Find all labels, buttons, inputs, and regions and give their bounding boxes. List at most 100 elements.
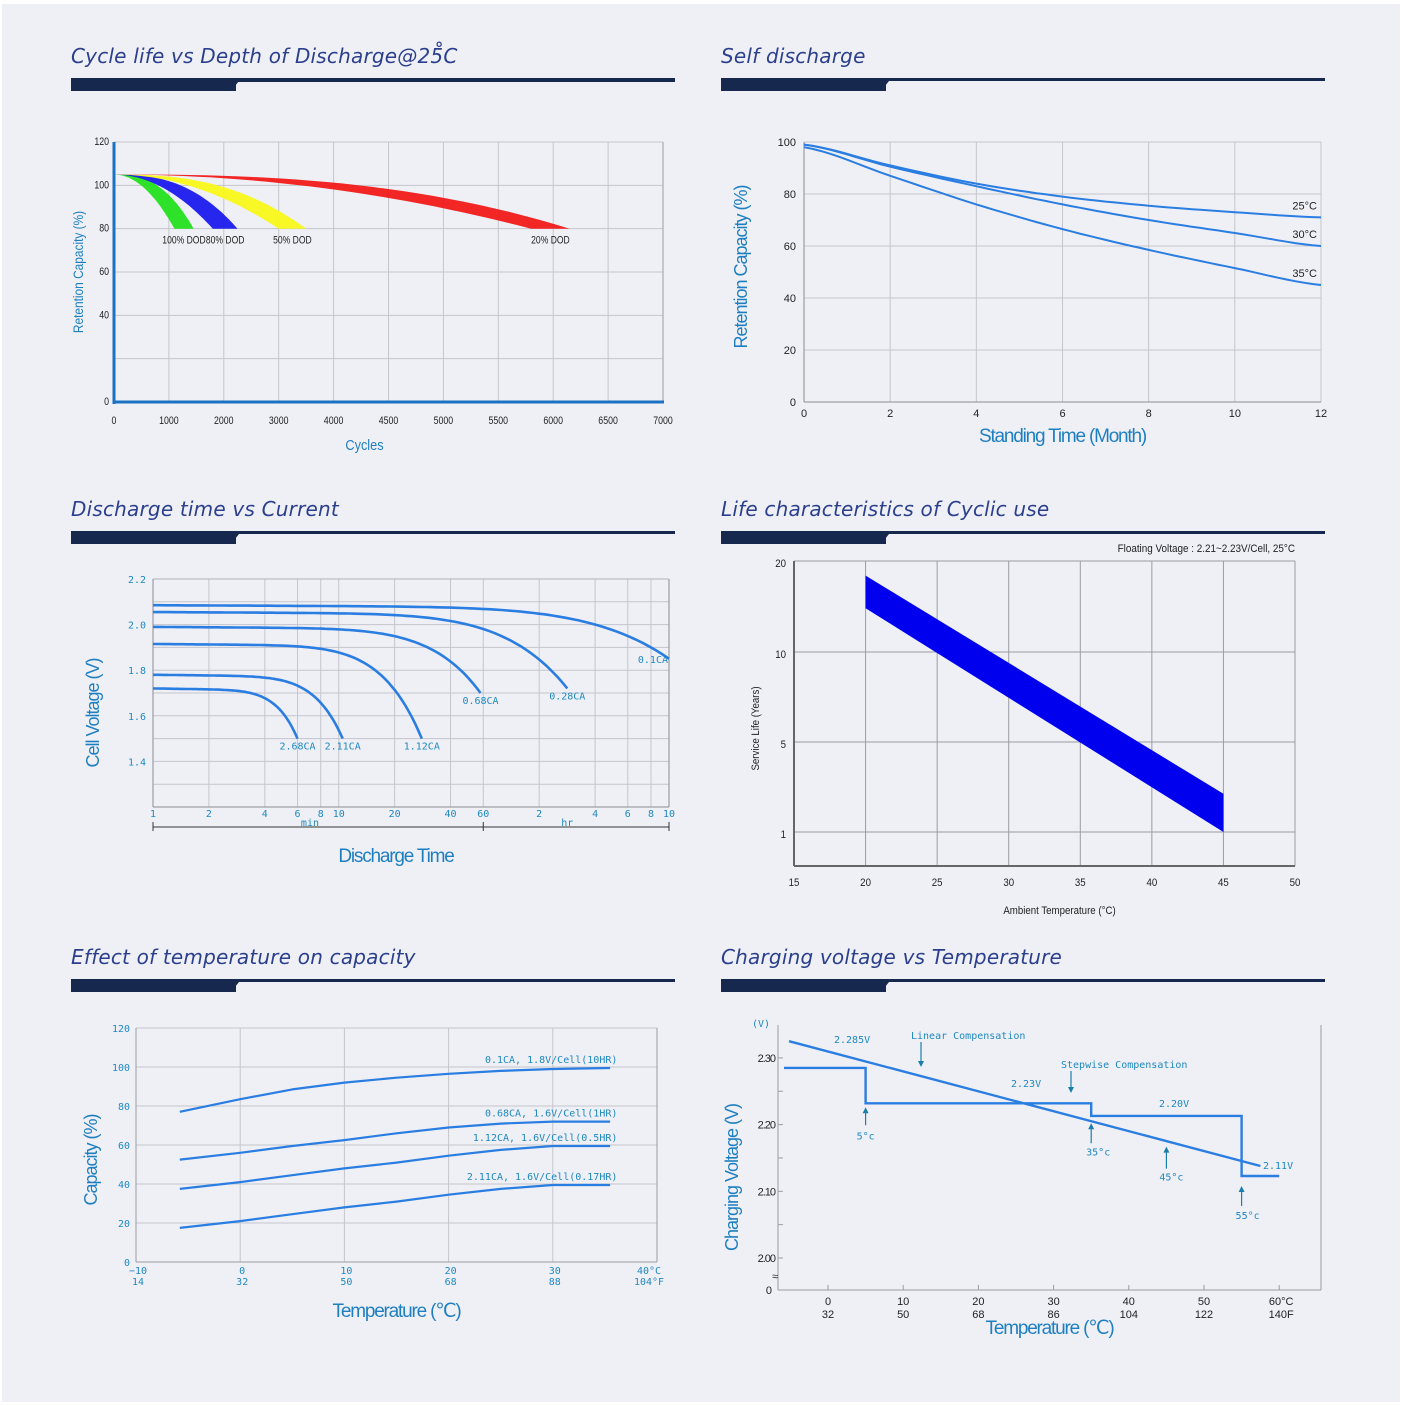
y-tick-label: 100 bbox=[778, 137, 796, 149]
x-tick-label: 6000 bbox=[543, 415, 563, 427]
x-tick-label: 1000 bbox=[159, 415, 179, 427]
x-tick-label: 60 bbox=[477, 809, 489, 820]
y-tick-label: 2.30 bbox=[758, 1053, 776, 1065]
x-tick-label: 10 bbox=[663, 809, 675, 820]
series-label: 1.12CA, 1.6V/Cell(0.5HR) bbox=[473, 1133, 618, 1144]
y-tick-label: 60 bbox=[784, 241, 796, 253]
y-axis-label: Cell Voltage (V) bbox=[83, 658, 103, 767]
y-tick-label: 100 bbox=[94, 179, 109, 191]
title-underline bbox=[721, 979, 1325, 992]
temperature-marker-label: 35°c bbox=[1086, 1147, 1110, 1158]
x-axis-label: Standing Time (Month) bbox=[979, 426, 1147, 447]
x-tick-label: 2 bbox=[536, 809, 542, 820]
x-tick-label-f: 14 bbox=[132, 1277, 144, 1288]
x-tick-label: 10 bbox=[1229, 408, 1241, 420]
arrow-icon-head bbox=[918, 1061, 924, 1067]
y-tick-label: 80 bbox=[118, 1102, 130, 1113]
x-tick-label: 30 bbox=[1003, 878, 1014, 890]
y-tick-label: 2.0 bbox=[128, 621, 146, 632]
chart-discharge-time: 1 2 4 6 8 10 20 40 60 2 4 6 8 10 min hr 1.4 1.6 1.8 2.0 2.2 0… bbox=[83, 575, 675, 867]
chart-temp-capacity: −10 0 10 20 30 40°C14 32 50 68 88 104°F02040608010… bbox=[81, 1024, 664, 1322]
linear-compensation-label: Linear Compensation bbox=[911, 1031, 1025, 1042]
x-tick-label: 20 bbox=[860, 878, 871, 890]
x-tick-label: 50 bbox=[1290, 878, 1301, 890]
series-label: 2.11CA bbox=[325, 742, 361, 753]
y-tick-label: 1.8 bbox=[128, 666, 146, 677]
series-label: 35°C bbox=[1292, 268, 1317, 280]
panel-title: Cycle life vs Depth of Discharge@25̊C bbox=[71, 44, 458, 68]
x-tick-label-c: 60°C bbox=[1269, 1296, 1294, 1308]
x-tick-label: 5500 bbox=[489, 415, 509, 427]
y-tick-label: 40 bbox=[784, 293, 796, 305]
x-tick-label: 8 bbox=[318, 809, 324, 820]
y-axis-label: Capacity (%) bbox=[81, 1114, 101, 1205]
y-tick-label: 2.00 bbox=[758, 1253, 776, 1265]
y-unit-label: (V) bbox=[752, 1019, 770, 1030]
x-tick-label-f: 122 bbox=[1195, 1309, 1213, 1321]
y-tick-label: 2.10 bbox=[758, 1186, 776, 1198]
linear-compensation-line bbox=[788, 1040, 1261, 1168]
page-background: Cycle life vs Depth of Discharge@25̊C 0 1… bbox=[2, 4, 1400, 1402]
voltage-label: 2.11V bbox=[1263, 1161, 1293, 1172]
x-tick-label: 35 bbox=[1075, 878, 1086, 890]
y-tick-label: 10 bbox=[775, 650, 786, 662]
y-tick-label: 1.4 bbox=[128, 757, 146, 768]
x-tick-label: 8 bbox=[648, 809, 654, 820]
y-tick-label: 20 bbox=[775, 559, 786, 571]
x-tick-label: 2 bbox=[206, 809, 212, 820]
x-tick-label: 25 bbox=[932, 878, 943, 890]
x-tick-label-c: 0 bbox=[825, 1296, 831, 1308]
series-line-30 bbox=[803, 143, 1322, 247]
y-tick-label: 20 bbox=[118, 1219, 130, 1230]
title-underline bbox=[721, 78, 1325, 91]
x-tick-label: 6 bbox=[1059, 408, 1065, 420]
x-axis-label: Temperature (℃) bbox=[333, 1301, 462, 1322]
y-tick-label: 2.2 bbox=[128, 575, 146, 586]
x-tick-label-f: 140F bbox=[1269, 1309, 1294, 1321]
panel-charging-voltage: Charging voltage vs Temperature 2.00 2.10… bbox=[721, 945, 1327, 1365]
y-tick-label: 1 bbox=[781, 830, 787, 842]
stepwise-compensation-label: Stepwise Compensation bbox=[1061, 1060, 1187, 1071]
y-axis-label: Retention Capacity (%) bbox=[70, 211, 86, 333]
x-tick-label-f: 68 bbox=[972, 1309, 984, 1321]
range-label-min: min bbox=[301, 818, 319, 829]
series-line bbox=[152, 687, 299, 740]
series-line-25 bbox=[803, 143, 1322, 219]
voltage-label: 2.285V bbox=[834, 1035, 870, 1046]
x-tick-label: 4 bbox=[592, 809, 598, 820]
y-tick-label: 120 bbox=[112, 1024, 130, 1035]
x-tick-label-f: 86 bbox=[1047, 1309, 1059, 1321]
y-tick-label: 40 bbox=[118, 1180, 130, 1191]
x-tick-label-c: 10 bbox=[897, 1296, 909, 1308]
title-underline bbox=[721, 531, 1325, 544]
x-tick-label-f: 50 bbox=[340, 1277, 352, 1288]
x-tick-label: 8 bbox=[1146, 408, 1152, 420]
series-label: 0.68CA bbox=[462, 696, 498, 707]
arrow-icon-head bbox=[1238, 1185, 1245, 1192]
series-label: 0.68CA, 1.6V/Cell(1HR) bbox=[485, 1109, 617, 1120]
y-tick-label: 20 bbox=[784, 345, 796, 357]
x-tick-label-c: 30 bbox=[1047, 1296, 1059, 1308]
chart-self-discharge: 0 2 4 6 8 10 12 0 20 40 60 80 100 25°C 30°C 35°C Standin… bbox=[731, 137, 1327, 447]
panel-cycle-life: Cycle life vs Depth of Discharge@25̊C 0 1… bbox=[70, 44, 677, 464]
title-underline bbox=[71, 979, 675, 992]
title-underline bbox=[71, 78, 675, 91]
x-tick-label: 45 bbox=[1218, 878, 1229, 890]
x-axis-label: Ambient Temperature (°C) bbox=[1003, 906, 1115, 918]
series-label: 0.1CA bbox=[638, 655, 668, 666]
series-line bbox=[153, 673, 344, 740]
panel-self-discharge: Self discharge 0 2 4 6 8 10 12 0 20 40 60 80 100 25°C… bbox=[721, 44, 1327, 464]
series-label: 0.1CA, 1.8V/Cell(10HR) bbox=[485, 1055, 617, 1066]
stepwise-compensation-line bbox=[784, 1066, 1280, 1178]
x-tick-label: 40 bbox=[1146, 878, 1157, 890]
x-tick-label-c: 50 bbox=[1198, 1296, 1210, 1308]
x-tick-label-c: 10 bbox=[340, 1266, 352, 1277]
panel-title: Charging voltage vs Temperature bbox=[721, 945, 1063, 969]
temperature-marker-label: 5°c bbox=[857, 1131, 875, 1142]
voltage-label: 2.23V bbox=[1011, 1079, 1041, 1090]
axis-break-icon: ≈ bbox=[772, 1271, 778, 1283]
x-tick-label-f: 50 bbox=[897, 1309, 909, 1321]
x-tick-label: 4000 bbox=[324, 415, 344, 427]
x-tick-label: 5000 bbox=[434, 415, 454, 427]
panel-cyclic-life: Life characteristics of Cyclic use Float… bbox=[721, 497, 1327, 917]
